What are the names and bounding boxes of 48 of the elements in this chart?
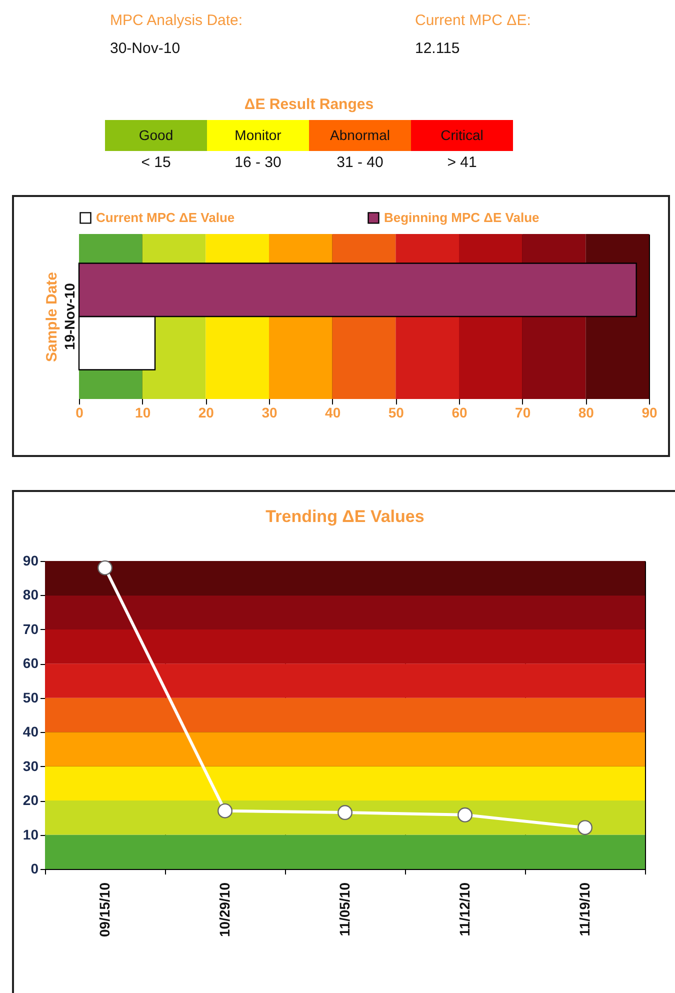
x-tick-label: 0 — [76, 404, 84, 420]
x-tick-label: 30 — [262, 404, 278, 420]
y-axis-title: Sample Date — [44, 272, 60, 362]
x-tick-label: 11/19/10 — [576, 882, 592, 936]
y-tick-label: 50 — [22, 689, 39, 706]
x-tick-label: 60 — [452, 404, 468, 420]
x-tick-label: 09/15/10 — [96, 882, 112, 937]
point — [458, 807, 472, 822]
text: 30-Nov-10 — [110, 40, 180, 57]
category-label: Critical — [440, 127, 484, 143]
text: 16 - 30 — [234, 154, 282, 171]
category-label: Abnormal — [330, 127, 390, 143]
y-tick-label: 40 — [22, 724, 39, 740]
text: 31 - 40 — [336, 154, 384, 171]
x-tick-label: 10 — [135, 404, 151, 420]
text: Current MPC ΔE: — [415, 12, 531, 29]
text: MPC Analysis Date: — [110, 12, 243, 29]
x-tick-label: 40 — [325, 404, 341, 420]
point — [338, 805, 352, 820]
x-tick-label: 20 — [198, 404, 214, 420]
y-tick-label: 20 — [22, 792, 39, 808]
x-tick-label: 90 — [642, 404, 658, 420]
y-tick-label: 80 — [22, 586, 39, 603]
legend-label: Current MPC ΔE Value — [96, 210, 235, 225]
point — [578, 820, 592, 836]
x-tick-label: 10/29/10 — [216, 882, 232, 937]
y-tick-label: 90 — [22, 552, 39, 568]
text: 12.115 — [415, 40, 460, 57]
text: > 41 — [447, 154, 477, 171]
category-label: Good — [138, 127, 174, 143]
x-tick-label: 11/12/10 — [456, 882, 472, 936]
category-label: Monitor — [234, 127, 282, 143]
y-tick-label: 70 — [22, 620, 39, 637]
y-tick-label: 30 — [22, 758, 39, 774]
x-tick-label: 50 — [388, 404, 404, 420]
y-tick-label: 10 — [22, 826, 39, 842]
y-tick-label: 19-Nov-10 — [62, 282, 78, 350]
point — [218, 803, 232, 818]
legend-label: Beginning MPC ΔE Value — [384, 210, 540, 225]
x-tick-label: 80 — [578, 404, 594, 420]
x-tick-label: 70 — [515, 404, 531, 420]
point — [98, 560, 112, 576]
y-tick-label: 0 — [30, 860, 39, 876]
chart-title: Trending ΔE Values — [266, 507, 424, 526]
text: ΔE Result Ranges — [244, 96, 374, 113]
y-tick-label: 60 — [22, 655, 39, 672]
x-tick-label: 11/05/10 — [336, 882, 352, 936]
text: < 15 — [141, 154, 171, 171]
